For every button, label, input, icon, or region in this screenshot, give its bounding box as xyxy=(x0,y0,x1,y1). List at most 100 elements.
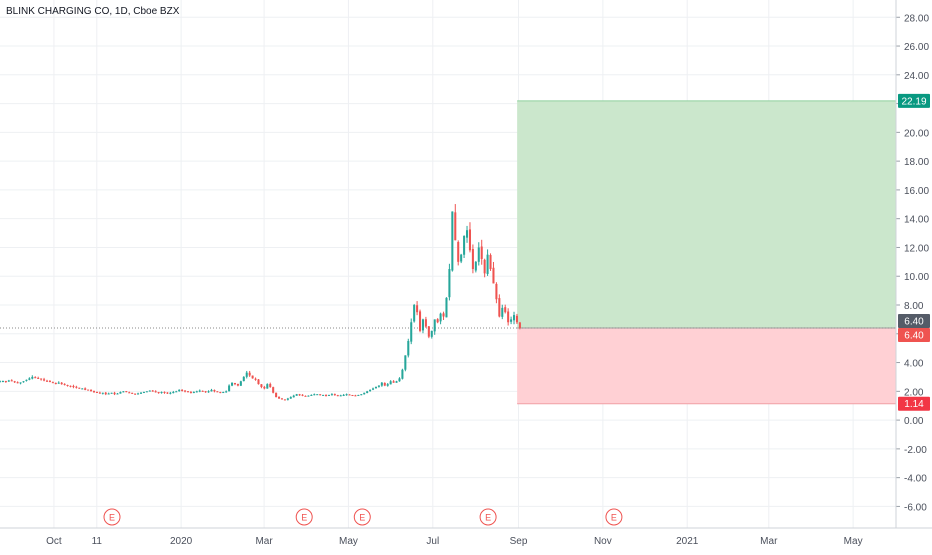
loss-zone[interactable] xyxy=(517,328,896,404)
candle-body xyxy=(48,381,51,383)
candle-body xyxy=(501,307,504,317)
candle-body xyxy=(192,392,195,394)
candle-body xyxy=(454,212,457,241)
price-label-box xyxy=(898,396,930,411)
candle-body xyxy=(360,394,363,396)
profit-zone[interactable] xyxy=(517,100,896,329)
candles xyxy=(0,204,521,401)
price-label: 6.40 xyxy=(898,328,930,343)
y-tick-label: 10.00 xyxy=(904,272,929,283)
candle-body xyxy=(242,376,245,382)
candle-body xyxy=(195,391,198,393)
candle-body xyxy=(25,379,28,381)
earnings-marker-label: E xyxy=(109,513,115,523)
candle-body xyxy=(457,241,460,262)
candle-body xyxy=(474,261,477,271)
candle-body xyxy=(72,386,75,388)
chart-title: BLINK CHARGING CO, 1D, Cboe BZX xyxy=(6,6,180,17)
candle-body xyxy=(225,391,228,393)
candle-body xyxy=(95,391,98,393)
earnings-marker[interactable]: E xyxy=(295,508,313,526)
candle-body xyxy=(142,392,145,394)
earnings-marker[interactable]: E xyxy=(103,508,121,526)
candle-body xyxy=(313,394,316,396)
price-label-box xyxy=(898,93,930,108)
candle-body xyxy=(325,394,328,396)
candle-body xyxy=(157,392,160,394)
price-labels: 22.19 6.40 6.40 1.14 xyxy=(898,93,930,411)
candle-body xyxy=(231,382,234,386)
candle-body xyxy=(333,394,336,396)
candle-body xyxy=(228,385,231,392)
earnings-marker[interactable]: E xyxy=(353,508,371,526)
earnings-marker-label: E xyxy=(301,513,307,523)
candle-body xyxy=(19,382,22,384)
candle-body xyxy=(466,230,469,238)
candle-body xyxy=(369,389,372,392)
candle-body xyxy=(416,305,419,313)
candle-body xyxy=(342,394,345,396)
candle-body xyxy=(90,389,93,392)
y-tick-label: 4.00 xyxy=(904,359,924,370)
earnings-marker-label: E xyxy=(359,513,365,523)
candle-body xyxy=(377,385,380,387)
earnings-marker-label: E xyxy=(611,513,617,523)
candle-body xyxy=(389,381,392,385)
candle-body xyxy=(316,394,319,396)
candle-body xyxy=(419,311,422,331)
candle-body xyxy=(518,322,521,329)
candle-body xyxy=(54,383,57,385)
candle-body xyxy=(60,382,63,385)
candle-body xyxy=(107,393,110,395)
candle-body xyxy=(278,396,281,399)
candle-body xyxy=(445,297,448,318)
candle-body xyxy=(113,392,116,395)
candle-body xyxy=(219,392,222,394)
x-tick-label: 11 xyxy=(92,536,103,547)
candle-body xyxy=(151,390,154,392)
candle-body xyxy=(298,394,301,396)
candle-body xyxy=(84,388,87,390)
price-label-text: 22.19 xyxy=(901,96,926,107)
price-label: 1.14 xyxy=(898,396,930,411)
earnings-marker[interactable]: E xyxy=(605,508,623,526)
candle-body xyxy=(169,392,172,394)
candle-body xyxy=(137,393,140,395)
candle-body xyxy=(131,392,134,394)
y-tick-label: 16.00 xyxy=(904,186,929,197)
price-label-box xyxy=(898,314,930,329)
candle-body xyxy=(357,394,360,396)
candle-body xyxy=(154,391,157,393)
candle-body xyxy=(207,391,210,393)
y-tick-label: 2.00 xyxy=(904,387,924,398)
x-tick-label: May xyxy=(339,536,358,547)
price-label-text: 6.40 xyxy=(904,317,924,328)
candle-body xyxy=(421,319,424,331)
candle-body xyxy=(57,382,60,384)
candle-body xyxy=(433,319,436,332)
candle-body xyxy=(489,255,492,270)
earnings-marker-label: E xyxy=(485,513,491,523)
candle-body xyxy=(78,387,81,389)
candle-body xyxy=(37,377,40,379)
candle-body xyxy=(410,322,413,342)
price-label-box xyxy=(898,328,930,343)
candle-body xyxy=(280,398,284,400)
candle-body xyxy=(295,394,298,396)
candle-body xyxy=(269,383,272,388)
x-tick-label: 2020 xyxy=(170,536,193,547)
earnings-marker-circle xyxy=(605,508,623,526)
earnings-marker[interactable]: E xyxy=(479,508,497,526)
candle-body xyxy=(75,386,78,388)
candle-body xyxy=(160,392,163,394)
candle-body xyxy=(210,389,213,392)
candle-body xyxy=(386,384,389,386)
candle-body xyxy=(366,391,369,393)
position-zones[interactable] xyxy=(0,100,896,405)
candle-body xyxy=(34,377,37,379)
candle-body xyxy=(374,387,378,389)
